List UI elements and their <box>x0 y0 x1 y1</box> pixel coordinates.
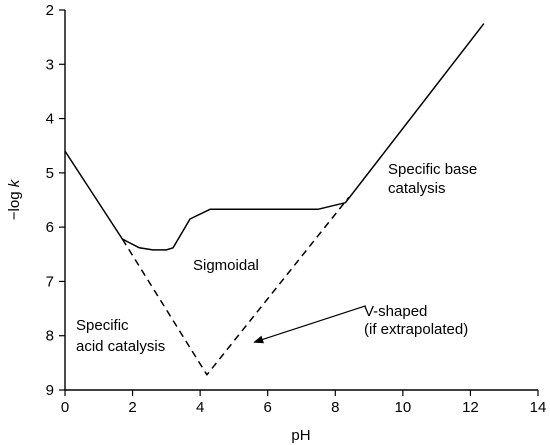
solid-sigmoidal-line <box>64 23 485 251</box>
x-tick-label: 4 <box>196 399 204 416</box>
annotation-base-catalysis: Specific base catalysis <box>388 161 481 197</box>
x-axis-title: pH <box>291 427 310 444</box>
y-tick-label: 6 <box>46 219 54 236</box>
annotation-v-shaped: V-shaped (if extrapolated) <box>364 303 468 338</box>
annotation-acid-line-1: Specific <box>76 317 129 334</box>
y-tick-label: 2 <box>46 2 54 19</box>
y-tick-label: 4 <box>46 111 54 128</box>
series-layer <box>64 23 485 376</box>
annotation-base-line-1: Specific base <box>388 161 477 178</box>
annotation-acid-line-2: acid catalysis <box>76 338 165 355</box>
x-tick-label: 0 <box>61 399 69 416</box>
annotation-base-line-2: catalysis <box>388 180 446 197</box>
y-tick-label: 7 <box>46 273 54 290</box>
y-axis-title: −log k <box>6 178 23 220</box>
x-tick-label: 2 <box>128 399 136 416</box>
y-axis-title-variable: k <box>6 178 23 187</box>
annotation-acid-catalysis: Specific acid catalysis <box>76 317 165 355</box>
y-tick-label: 9 <box>46 382 54 399</box>
x-tick-label: 10 <box>395 399 412 416</box>
y-tick-label: 3 <box>46 56 54 73</box>
annotation-v-shaped-line-2: (if extrapolated) <box>364 321 468 338</box>
annotation-sigmoidal: Sigmoidal <box>193 257 259 274</box>
x-tick-label: 14 <box>530 399 547 416</box>
annotation-v-shaped-line-1: V-shaped <box>364 303 427 320</box>
x-tick-label: 8 <box>331 399 339 416</box>
dashed-v-shaped-line <box>121 196 350 376</box>
y-tick-label: 8 <box>46 328 54 345</box>
y-ticks: 2 3 4 5 6 7 8 9 <box>46 2 65 399</box>
y-tick-label: 5 <box>46 165 54 182</box>
annotation-sigmoidal-line-1: Sigmoidal <box>193 257 259 274</box>
plot-frame <box>64 10 538 391</box>
x-tick-label: 6 <box>264 399 272 416</box>
annotation-arrow <box>253 305 366 344</box>
x-ticks: 0 2 4 6 8 10 12 14 <box>61 390 547 416</box>
y-axis-title-prefix: −log <box>6 187 23 220</box>
x-tick-label: 12 <box>462 399 479 416</box>
